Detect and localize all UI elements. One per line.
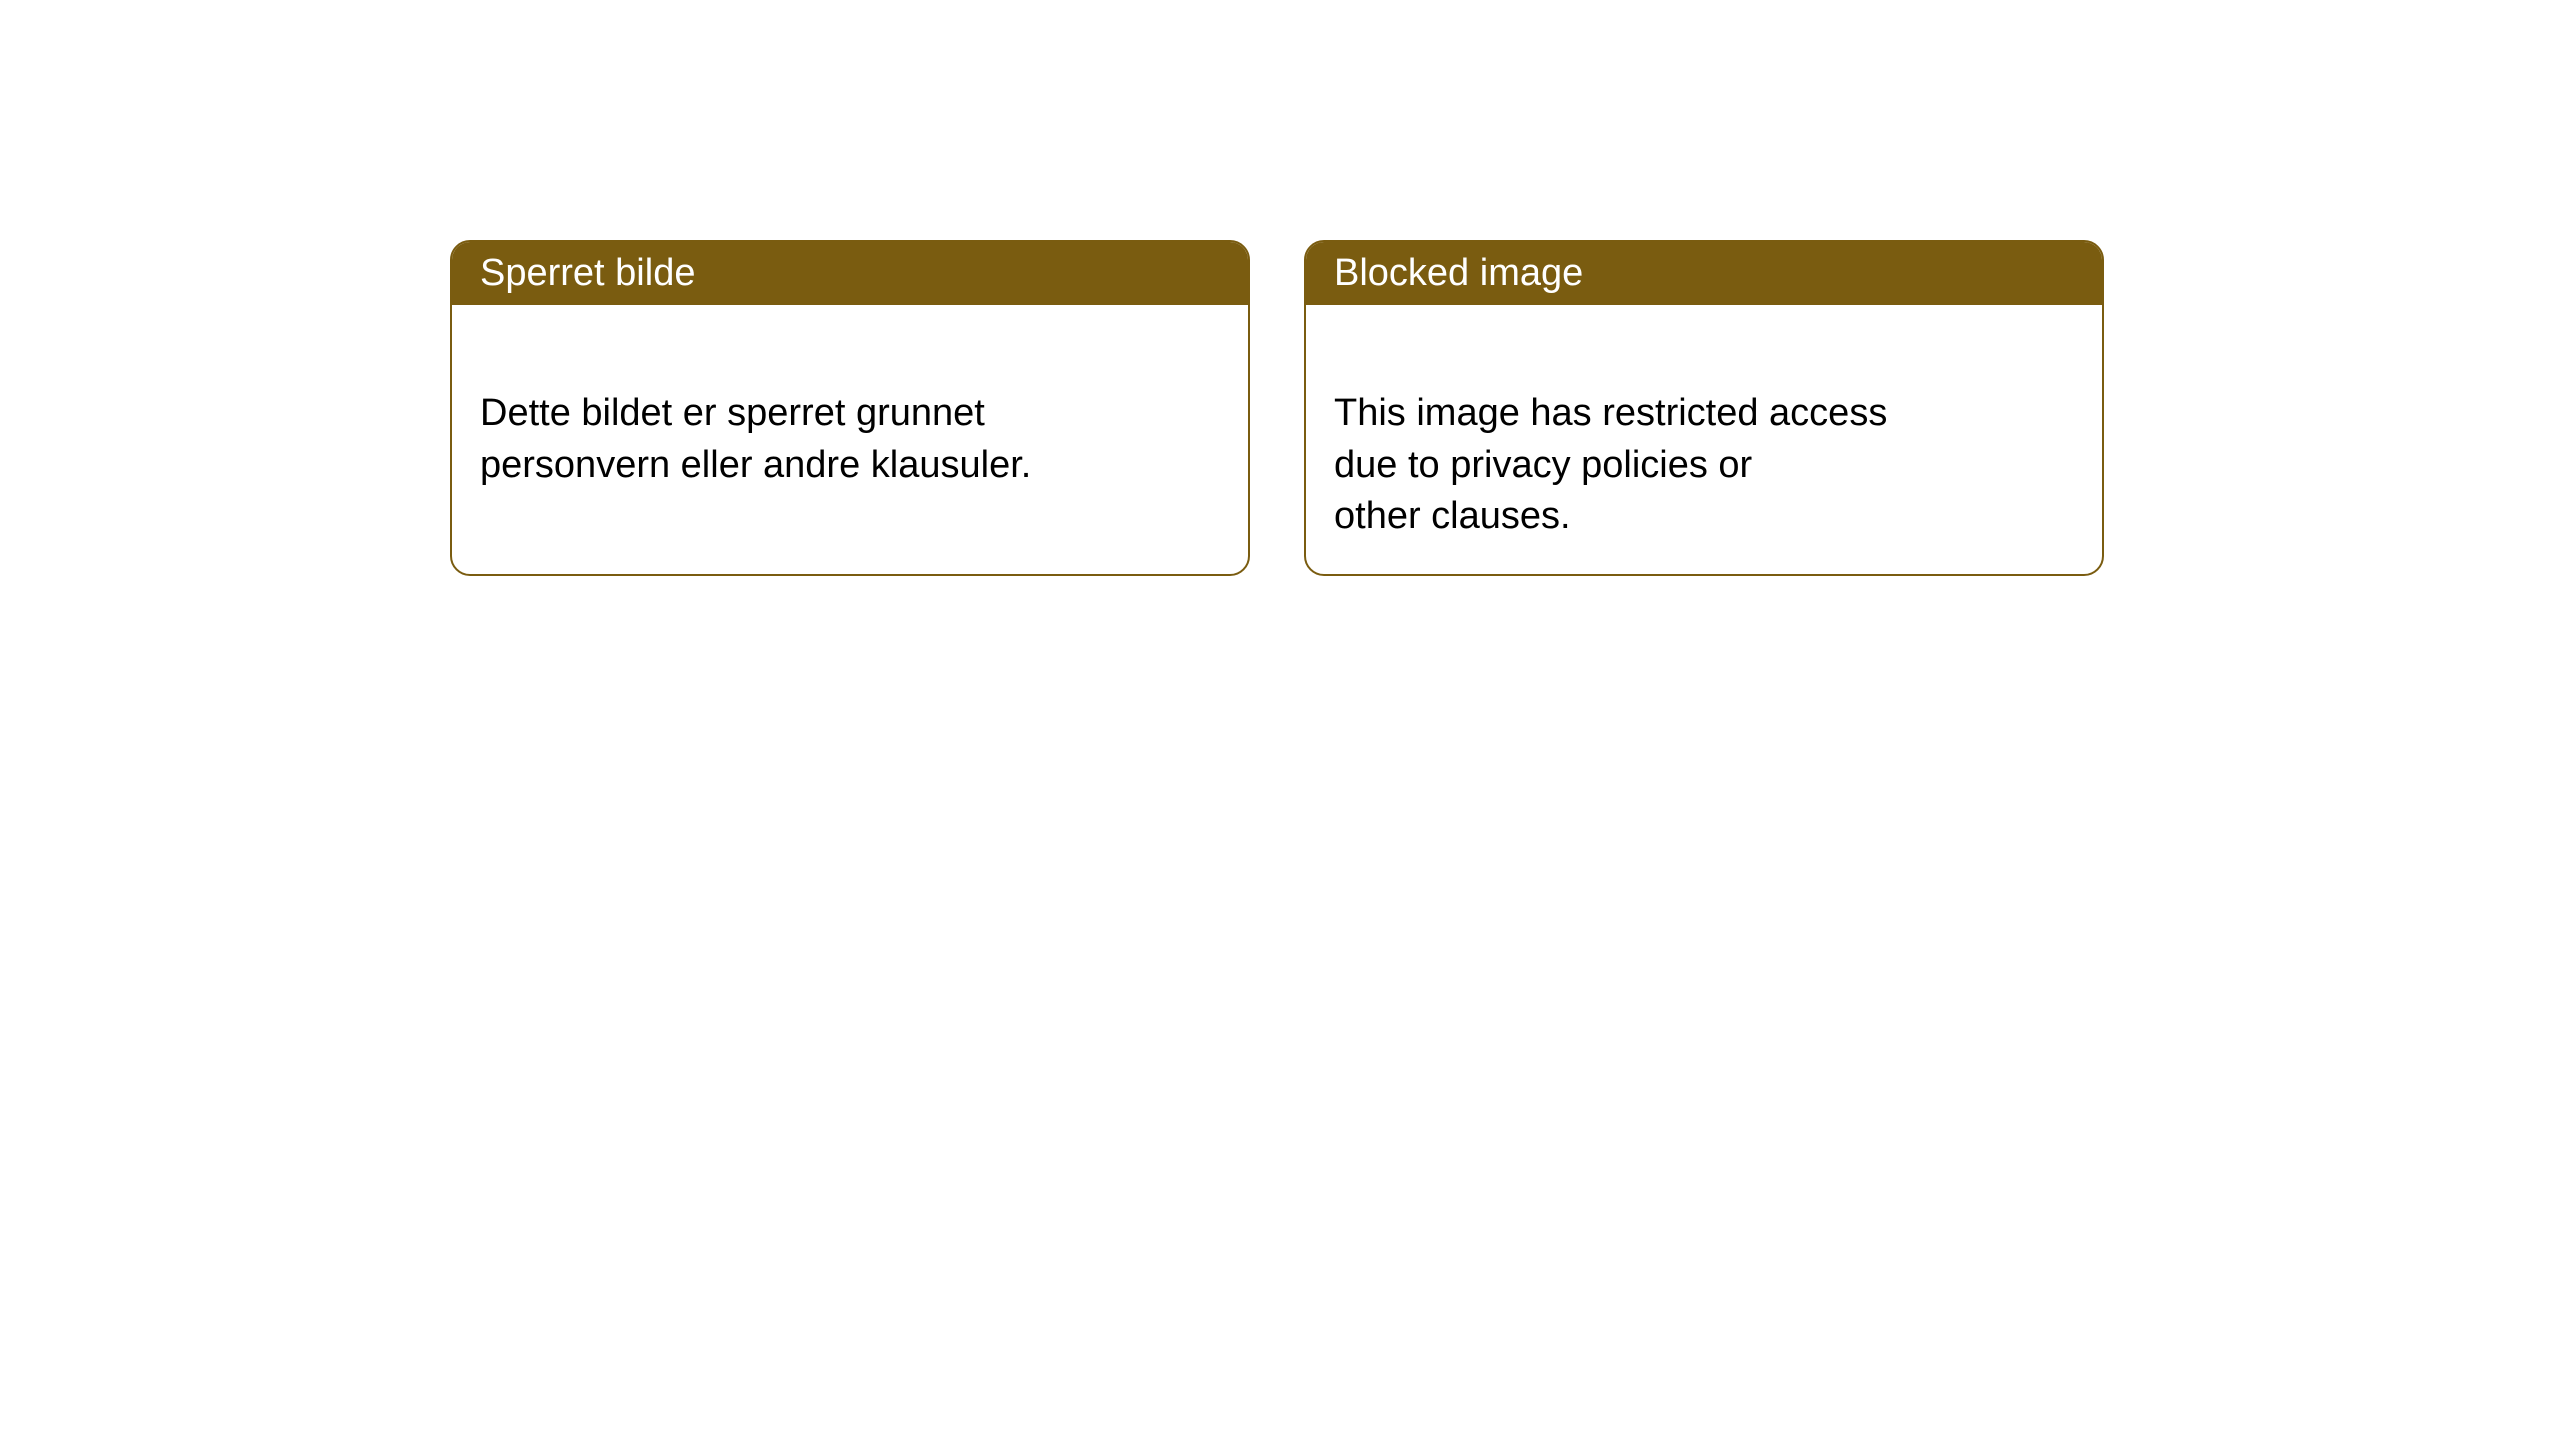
notice-card-english: Blocked image This image has restricted … xyxy=(1304,240,2104,576)
notice-title: Blocked image xyxy=(1334,252,1583,294)
notice-card-norwegian: Sperret bilde Dette bildet er sperret gr… xyxy=(450,240,1250,576)
notice-body-text: This image has restricted access due to … xyxy=(1334,392,1887,537)
notice-title: Sperret bilde xyxy=(480,252,695,294)
notice-body-text: Dette bildet er sperret grunnet personve… xyxy=(480,392,1031,485)
notice-header: Sperret bilde xyxy=(452,242,1248,305)
notice-header: Blocked image xyxy=(1306,242,2102,305)
notice-body: Dette bildet er sperret grunnet personve… xyxy=(452,305,1248,523)
notice-container: Sperret bilde Dette bildet er sperret gr… xyxy=(0,0,2560,576)
notice-body: This image has restricted access due to … xyxy=(1306,305,2102,574)
